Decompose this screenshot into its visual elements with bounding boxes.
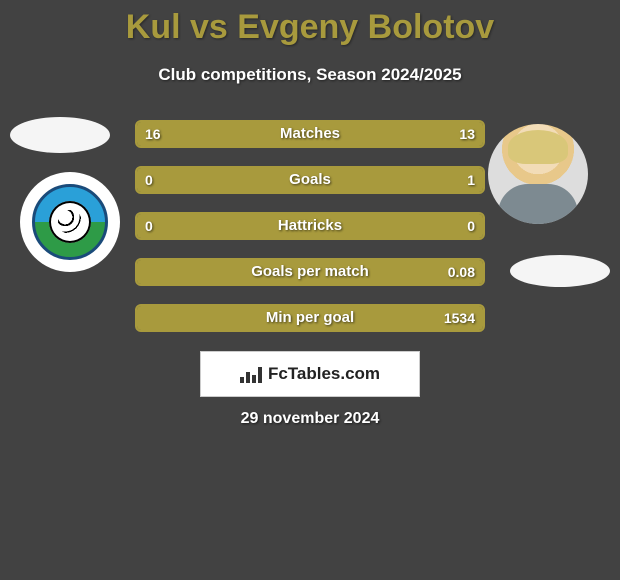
club-left-badge <box>20 172 120 272</box>
stat-row: Goals per match0.08 <box>135 258 485 286</box>
brand-box: FcTables.com <box>200 351 420 397</box>
player-right-avatar <box>488 124 588 224</box>
stat-row: Goals0 1 <box>135 166 485 194</box>
club-right-placeholder <box>510 255 610 287</box>
subtitle: Club competitions, Season 2024/2025 <box>0 65 620 85</box>
stat-row: Hattricks0 0 <box>135 212 485 240</box>
bar-chart-icon <box>240 365 262 383</box>
player-left-placeholder <box>10 117 110 153</box>
stat-value-right: 0.08 <box>448 260 475 284</box>
stat-label: Matches <box>137 122 483 146</box>
stat-value-right: 1534 <box>444 306 475 330</box>
stat-value-right: 13 <box>459 122 475 146</box>
stat-value-left: 0 <box>145 168 153 192</box>
stat-row: Min per goal1534 <box>135 304 485 332</box>
stat-value-left: 0 <box>145 214 153 238</box>
stat-bars: Matches1613Goals01Hattricks00Goals per m… <box>135 120 485 350</box>
stat-label: Goals per match <box>137 260 483 284</box>
stat-row: Matches16 13 <box>135 120 485 148</box>
shield-icon <box>32 184 108 260</box>
stat-label: Min per goal <box>137 306 483 330</box>
stat-label: Hattricks <box>137 214 483 238</box>
brand-text: FcTables.com <box>268 364 380 384</box>
page-title: Kul vs Evgeny Bolotov <box>0 0 620 47</box>
stat-label: Goals <box>137 168 483 192</box>
stat-value-right: 1 <box>467 168 475 192</box>
stat-value-left: 16 <box>145 122 161 146</box>
stat-value-right: 0 <box>467 214 475 238</box>
date-text: 29 november 2024 <box>0 410 620 428</box>
